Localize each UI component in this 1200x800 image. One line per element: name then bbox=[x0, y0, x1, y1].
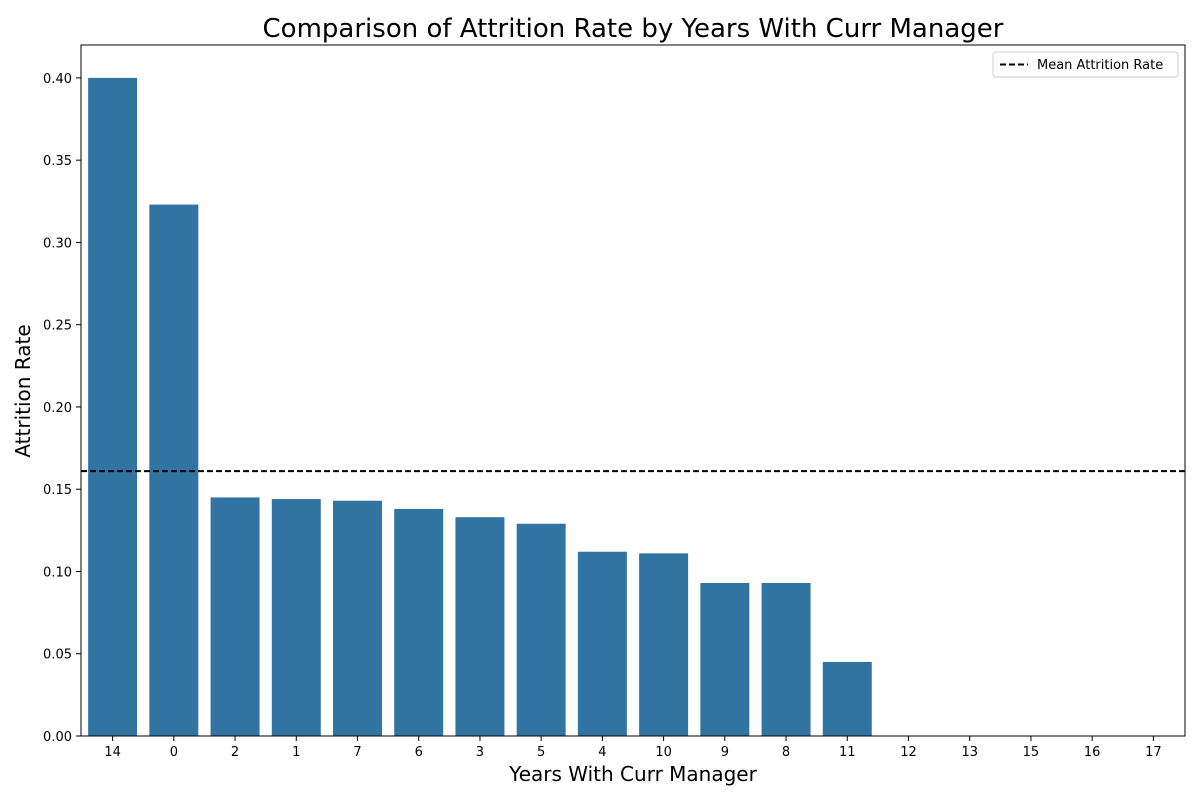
x-tick-label: 2 bbox=[231, 745, 239, 760]
x-tick-label: 13 bbox=[961, 745, 978, 760]
y-axis-title: Attrition Rate bbox=[11, 324, 35, 457]
y-tick-label: 0.20 bbox=[43, 401, 72, 416]
plot-frame bbox=[80, 44, 1186, 737]
axes-group bbox=[80, 44, 1186, 737]
bar-3 bbox=[455, 517, 505, 736]
x-tick-label: 7 bbox=[353, 745, 361, 760]
x-tick-label: 6 bbox=[415, 745, 423, 760]
y-tick-label: 0.30 bbox=[43, 236, 72, 251]
x-tick-label: 14 bbox=[104, 745, 121, 760]
x-tick-label: 8 bbox=[782, 745, 790, 760]
y-tick-label: 0.15 bbox=[43, 483, 72, 498]
bar-4 bbox=[577, 551, 627, 736]
x-tick-label: 16 bbox=[1084, 745, 1101, 760]
x-tick-label: 1 bbox=[292, 745, 300, 760]
x-tick-label: 10 bbox=[655, 745, 672, 760]
x-tick-label: 15 bbox=[1023, 745, 1040, 760]
x-axis-title: Years With Curr Manager bbox=[508, 762, 757, 786]
bars-group bbox=[88, 77, 872, 737]
y-tick-label: 0.25 bbox=[43, 319, 72, 334]
x-tick-label: 4 bbox=[598, 745, 606, 760]
x-tick-label: 11 bbox=[839, 745, 856, 760]
y-tick-label: 0.35 bbox=[43, 154, 72, 169]
x-tick-label: 17 bbox=[1145, 745, 1162, 760]
bar-14 bbox=[88, 77, 138, 736]
x-tick-label: 9 bbox=[721, 745, 729, 760]
y-tick-label: 0.40 bbox=[43, 72, 72, 87]
bar-7 bbox=[333, 500, 382, 736]
y-ticks-group: 0.00 0.05 0.10 0.15 0.20 0.25 0.30 0.35 0.40 bbox=[43, 72, 81, 745]
x-tick-label: 0 bbox=[170, 745, 178, 760]
x-tick-label: 3 bbox=[476, 745, 484, 760]
x-ticks-group: 14 0 2 1 7 6 3 5 4 10 9 8 11 12 13 15 16 17 bbox=[104, 736, 1162, 760]
bar-2 bbox=[210, 497, 260, 736]
bar-11 bbox=[822, 661, 872, 736]
y-tick-label: 0.00 bbox=[43, 730, 72, 745]
legend: Mean Attrition Rate bbox=[992, 51, 1179, 78]
bar-10 bbox=[639, 553, 689, 736]
bar-8 bbox=[761, 582, 811, 736]
bar-6 bbox=[394, 508, 444, 736]
chart-title: Comparison of Attrition Rate by Years Wi… bbox=[263, 14, 1004, 44]
x-tick-label: 5 bbox=[537, 745, 545, 760]
bar-1 bbox=[271, 499, 321, 736]
x-tick-label: 12 bbox=[900, 745, 917, 760]
bar-9 bbox=[700, 582, 750, 736]
y-tick-label: 0.05 bbox=[43, 648, 72, 663]
y-tick-label: 0.10 bbox=[43, 565, 72, 580]
legend-label: Mean Attrition Rate bbox=[1037, 58, 1163, 73]
legend-box bbox=[992, 51, 1179, 78]
bar-5 bbox=[516, 523, 566, 736]
